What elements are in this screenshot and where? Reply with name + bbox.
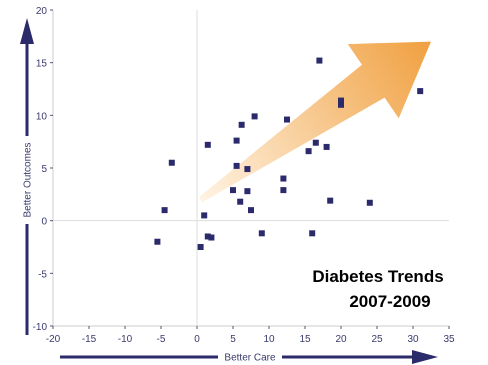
- chart-title-line-1: Diabetes Trends: [312, 267, 443, 286]
- x-tick-label: -15: [82, 334, 97, 345]
- data-point: [244, 166, 251, 173]
- data-point: [204, 141, 211, 148]
- x-direction-arrow-head: [412, 350, 438, 364]
- data-point: [327, 197, 334, 204]
- data-point: [338, 97, 344, 104]
- data-point: [417, 88, 424, 95]
- y-tick-label: 5: [41, 164, 47, 175]
- data-point: [280, 187, 287, 194]
- data-point: [316, 57, 323, 64]
- x-tick-label: -10: [118, 334, 133, 345]
- data-point: [230, 187, 236, 194]
- x-axis-label: Better Care: [224, 353, 276, 364]
- data-point: [251, 113, 258, 120]
- data-point: [338, 101, 344, 108]
- x-tick-label: 10: [263, 334, 275, 345]
- trend-arrow: [198, 41, 432, 203]
- data-point: [323, 143, 330, 150]
- data-point: [237, 198, 244, 205]
- y-tick-label: 10: [36, 111, 48, 122]
- x-tick-label: 25: [371, 334, 383, 345]
- y-direction-arrow-head: [20, 18, 34, 44]
- title-block: Diabetes Trends 2007-2009: [300, 262, 450, 316]
- data-point: [201, 212, 208, 219]
- title-bg: [300, 262, 450, 316]
- x-tick-label: 35: [443, 334, 455, 345]
- data-point: [312, 139, 319, 146]
- data-point: [154, 238, 161, 245]
- data-point: [238, 121, 245, 128]
- y-tick-label: 0: [41, 217, 47, 228]
- x-tick-label: -5: [157, 334, 166, 345]
- x-tick-label: 30: [407, 334, 419, 345]
- data-point: [208, 234, 215, 241]
- y-tick-label: -10: [33, 322, 48, 333]
- axes: Better Outcomes Better Care: [20, 10, 449, 364]
- x-tick-label: 20: [335, 334, 347, 345]
- y-axis-label: Better Outcomes: [23, 142, 34, 217]
- data-point: [168, 159, 175, 166]
- x-tick-label: -20: [46, 334, 61, 345]
- data-point: [204, 233, 211, 240]
- tick-labels: -20 -15 -10 -5 0 5 10 15 20 25 30 35 -10 -5 0 5 10 15 20: [33, 6, 455, 345]
- chart-title-line-2: 2007-2009: [349, 292, 430, 311]
- data-point: [233, 162, 240, 169]
- data-point: [309, 230, 316, 237]
- y-label-bg: [20, 136, 34, 224]
- y-tick-label: 15: [36, 59, 48, 70]
- data-point: [244, 188, 251, 195]
- data-point: [258, 230, 265, 237]
- data-point: [248, 207, 254, 214]
- y-tick-label: 20: [36, 6, 48, 17]
- data-point: [197, 244, 204, 250]
- data-point: [161, 207, 168, 214]
- x-tick-label: 15: [299, 334, 311, 345]
- y-tick-label: -5: [38, 269, 47, 280]
- data-point: [305, 148, 312, 155]
- data-point: [366, 199, 373, 206]
- x-tick-label: 5: [230, 334, 236, 345]
- x-label-bg: [218, 350, 282, 364]
- data-points: [154, 57, 424, 250]
- x-tick-label: 0: [194, 334, 200, 345]
- data-point: [233, 137, 240, 144]
- data-point: [284, 116, 290, 123]
- trend-arrow-shape: [198, 41, 432, 203]
- data-point: [280, 175, 287, 182]
